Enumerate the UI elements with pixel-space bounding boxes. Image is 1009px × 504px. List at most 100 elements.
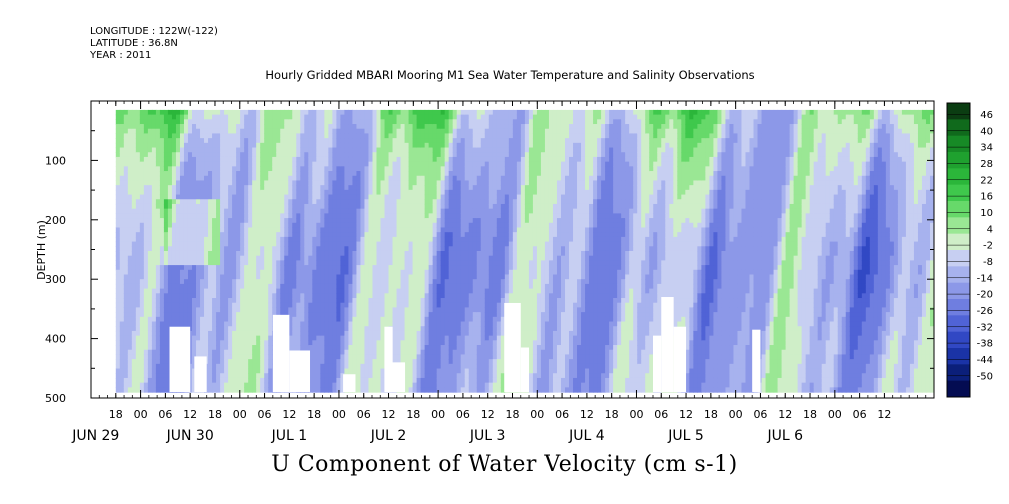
field-cell bbox=[444, 218, 450, 224]
field-cell bbox=[372, 133, 378, 139]
field-cell bbox=[139, 279, 145, 285]
field-cell bbox=[300, 335, 305, 341]
field-cell bbox=[380, 194, 386, 200]
field-cell bbox=[276, 283, 281, 290]
field-cell bbox=[256, 185, 261, 191]
field-cell bbox=[139, 349, 145, 356]
field-cell bbox=[400, 166, 406, 172]
field-cell bbox=[151, 293, 157, 299]
field-cell bbox=[208, 382, 213, 388]
field-cell bbox=[368, 203, 374, 210]
field-cell bbox=[420, 180, 426, 186]
field-cell bbox=[440, 321, 446, 327]
field-cell bbox=[364, 260, 370, 266]
field-cell bbox=[384, 302, 390, 309]
field-cell bbox=[192, 227, 197, 233]
field-cell bbox=[384, 189, 390, 196]
field-cell bbox=[320, 180, 325, 186]
field-cell bbox=[127, 147, 133, 153]
field-cell bbox=[356, 194, 362, 200]
field-cell bbox=[312, 345, 317, 351]
field-cell bbox=[396, 283, 402, 290]
field-cell bbox=[368, 189, 374, 196]
field-cell bbox=[163, 279, 169, 285]
field-cell bbox=[171, 189, 177, 196]
field-cell bbox=[404, 283, 410, 290]
field-cell bbox=[143, 175, 149, 182]
field-cell bbox=[135, 189, 141, 196]
field-cell bbox=[139, 161, 145, 167]
field-cell bbox=[364, 175, 370, 182]
field-cell bbox=[187, 359, 193, 365]
field-cell bbox=[360, 302, 366, 309]
field-cell bbox=[432, 302, 438, 309]
field-cell bbox=[356, 326, 362, 332]
field-cell bbox=[288, 307, 293, 313]
field-cell bbox=[400, 302, 406, 309]
field-cell bbox=[183, 189, 189, 196]
field-cell bbox=[360, 326, 366, 332]
field-cell bbox=[328, 218, 333, 224]
field-cell bbox=[276, 302, 281, 309]
field-cell bbox=[432, 246, 438, 252]
field-cell bbox=[135, 377, 141, 384]
field-cell bbox=[348, 166, 354, 172]
field-cell bbox=[416, 298, 422, 304]
field-cell bbox=[200, 232, 205, 238]
field-cell bbox=[192, 194, 197, 200]
field-cell bbox=[196, 133, 201, 139]
field-cell bbox=[436, 109, 442, 116]
field-cell bbox=[404, 109, 410, 116]
field-cell bbox=[147, 345, 153, 351]
field-cell bbox=[368, 194, 374, 200]
field-cell bbox=[444, 368, 450, 374]
field-cell bbox=[135, 363, 141, 370]
field-cell bbox=[316, 265, 321, 271]
field-cell bbox=[424, 236, 430, 243]
field-cell bbox=[131, 236, 137, 243]
field-cell bbox=[244, 250, 249, 257]
field-cell bbox=[376, 166, 382, 172]
field-cell bbox=[368, 330, 374, 337]
field-cell bbox=[115, 387, 121, 393]
field-cell bbox=[336, 274, 341, 280]
field-cell bbox=[163, 330, 169, 337]
field-cell bbox=[432, 109, 438, 116]
field-cell bbox=[364, 265, 370, 271]
field-cell bbox=[163, 133, 169, 139]
field-cell bbox=[200, 274, 205, 280]
field-cell bbox=[256, 199, 261, 205]
field-cell bbox=[268, 307, 273, 313]
field-cell bbox=[135, 133, 141, 139]
field-cell bbox=[380, 326, 386, 332]
field-cell bbox=[332, 138, 337, 144]
field-cell bbox=[440, 274, 446, 280]
field-cell bbox=[200, 349, 205, 356]
field-cell bbox=[183, 109, 189, 116]
field-cell bbox=[212, 199, 217, 205]
field-cell bbox=[432, 199, 438, 205]
field-cell bbox=[212, 330, 217, 337]
field-cell bbox=[420, 260, 426, 266]
field-cell bbox=[143, 260, 149, 266]
field-cell bbox=[412, 330, 418, 337]
field-cell bbox=[236, 363, 241, 370]
field-cell bbox=[119, 114, 125, 120]
field-cell bbox=[408, 189, 414, 196]
field-cell bbox=[396, 166, 402, 172]
field-cell bbox=[224, 260, 229, 266]
field-cell bbox=[143, 269, 149, 276]
field-cell bbox=[280, 203, 285, 210]
field-cell bbox=[288, 288, 293, 294]
field-cell bbox=[432, 312, 438, 318]
field-cell bbox=[167, 203, 173, 210]
field-cell bbox=[155, 142, 161, 149]
field-cell bbox=[404, 302, 410, 309]
field-cell bbox=[127, 109, 133, 116]
field-cell bbox=[252, 199, 257, 205]
field-cell bbox=[372, 283, 378, 290]
field-cell bbox=[284, 189, 289, 196]
field-cell bbox=[328, 114, 333, 120]
field-cell bbox=[183, 302, 189, 309]
field-cell bbox=[372, 138, 378, 144]
